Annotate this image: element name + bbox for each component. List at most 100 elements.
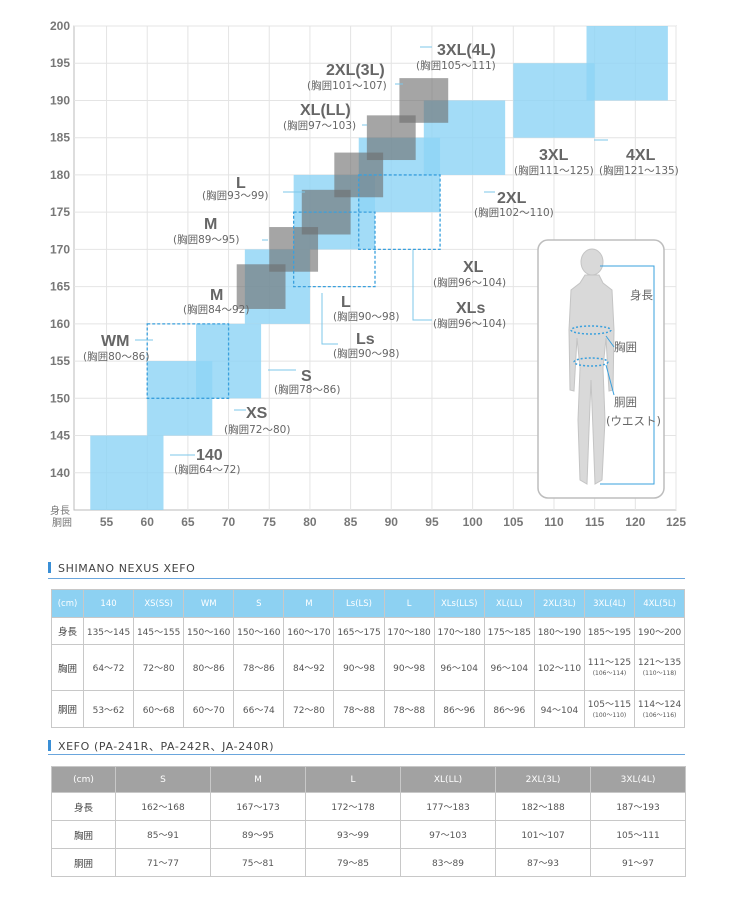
table2-cell: 167〜173	[210, 792, 306, 821]
y-tick-label: 170	[50, 242, 70, 256]
figure-chest-label: 胸囲	[614, 340, 637, 354]
table1-cell: 72〜80	[283, 690, 335, 728]
size-label: S	[301, 368, 312, 385]
chest-label: (胸囲90〜98)	[333, 347, 399, 360]
table2-cell: 79〜85	[305, 848, 401, 877]
table1-cell: 105〜115 (100〜110)	[583, 690, 636, 728]
body-figure-legend	[537, 239, 665, 499]
chest-label: (胸囲93〜99)	[202, 189, 268, 202]
table2-header-4: XL(LL)	[400, 766, 496, 793]
table2-cell: 71〜77	[115, 848, 211, 877]
chest-label: (胸囲102〜110)	[474, 206, 554, 219]
table1-cell: 60〜70	[183, 690, 235, 728]
x-tick-label: 65	[181, 515, 195, 529]
chest-label: (胸囲105〜111)	[416, 59, 496, 72]
table1-row-label: 胴囲	[51, 690, 84, 728]
table1-cell: 145〜155	[133, 617, 185, 645]
table1-header-10: 2XL(3L)	[533, 589, 585, 618]
chest-leader	[605, 335, 615, 348]
cell-note: (110〜118)	[642, 670, 677, 677]
table1-title: SHIMANO NEXUS XEFO	[58, 562, 196, 575]
table1-header-0: (cm)	[51, 589, 84, 618]
table1-header-6: Ls(LS)	[333, 589, 385, 618]
size-box-4XL	[586, 26, 668, 101]
size-label: 3XL	[539, 147, 569, 164]
chest-label: (胸囲84〜92)	[183, 303, 249, 316]
heading-accent-bar	[48, 740, 51, 751]
y-tick-label: 165	[50, 280, 70, 294]
table2-cell: 91〜97	[590, 848, 686, 877]
y-tick-label: 185	[50, 131, 70, 145]
table2-cell: 187〜193	[590, 792, 686, 821]
table1-cell: 114〜124 (106〜116)	[634, 690, 686, 728]
table1-header-4: S	[233, 589, 285, 618]
size-label: XLs	[456, 300, 485, 317]
chest-label: (胸囲90〜98)	[333, 310, 399, 323]
table2-cell: 87〜93	[495, 848, 591, 877]
table1-cell: 160〜170	[283, 617, 335, 645]
x-tick-label: 105	[503, 515, 523, 529]
y-tick-label: 180	[50, 168, 70, 182]
table1-cell: 165〜175	[333, 617, 385, 645]
chest-measure-line	[570, 325, 612, 335]
table1-cell: 150〜160	[233, 617, 285, 645]
table1-cell: 111〜125 (106〜114)	[583, 644, 636, 691]
table1-header-11: 3XL(4L)	[583, 589, 636, 618]
table2-header-3: L	[305, 766, 401, 793]
size-label: 4XL	[626, 147, 656, 164]
table2-title: XEFO (PA-241R、PA-242R、JA-240R)	[58, 740, 275, 753]
y-tick-label: 160	[50, 317, 70, 331]
x-axis-label: 胴囲	[52, 517, 72, 529]
chest-label: (胸囲111〜125)	[514, 164, 594, 177]
cell-note: (100〜110)	[592, 711, 627, 719]
table2-row-label: 胸囲	[51, 820, 116, 849]
table2-cell: 85〜91	[115, 820, 211, 849]
size-box-140	[90, 435, 164, 510]
table2-header-1: S	[115, 766, 211, 793]
table2-header-2: M	[210, 766, 306, 793]
table2-header-0: (cm)	[51, 766, 116, 793]
table2-cell: 162〜168	[115, 792, 211, 821]
table2-header-5: 2XL(3L)	[495, 766, 591, 793]
x-tick-label: 125	[666, 515, 686, 529]
dashed-box-XLs	[358, 174, 441, 251]
x-tick-label: 115	[585, 515, 605, 529]
table1-header-3: WM	[183, 589, 235, 618]
x-tick-label: 75	[263, 515, 277, 529]
size-box-3XL	[513, 63, 595, 138]
table1-cell: 78〜88	[383, 690, 435, 728]
table2-cell: 182〜188	[495, 792, 591, 821]
table1-cell: 53〜62	[82, 690, 135, 728]
table1-cell: 170〜180	[383, 617, 435, 645]
table1-cell: 78〜88	[333, 690, 385, 728]
table1-row: 胴囲 53〜62 60〜68 60〜70 66〜74 72〜80 78〜88 78〜88 86〜…	[51, 690, 686, 728]
y-tick-label: 155	[50, 354, 70, 368]
x-tick-label: 80	[303, 515, 317, 529]
y-axis-label: 身長	[50, 504, 70, 517]
size-label: XL(LL)	[300, 102, 351, 119]
table2-row-label: 身長	[51, 792, 116, 821]
table1-header-5: M	[283, 589, 335, 618]
table2-row: 胴囲 71〜77 75〜81 79〜85 83〜89 87〜93 91〜97	[51, 848, 686, 877]
heading-accent-bar	[48, 562, 51, 573]
dashed-box-WM	[146, 323, 230, 399]
cell-note: (106〜116)	[642, 711, 677, 719]
table1-row-label: 身長	[51, 617, 84, 645]
table2-cell: 172〜178	[305, 792, 401, 821]
y-tick-label: 150	[50, 391, 70, 405]
xefo-box-3XL(4L)	[399, 78, 449, 123]
chest-label: (胸囲78〜86)	[274, 383, 340, 396]
table1-cell: 86〜96	[433, 690, 485, 728]
table1-header-2: XS(SS)	[133, 589, 185, 618]
size-label: XL	[463, 259, 484, 276]
table1-header-7: L	[383, 589, 435, 618]
chest-label: (胸囲72〜80)	[224, 423, 290, 436]
table1-cell: 86〜96	[483, 690, 535, 728]
table1-header-8: XLs(LLS)	[433, 589, 485, 618]
y-tick-label: 140	[50, 466, 70, 480]
table1-header-9: XL(LL)	[483, 589, 535, 618]
chest-label: (胸囲121〜135)	[599, 164, 679, 177]
table1-cell: 78〜86	[233, 644, 285, 691]
table1-row: 身長 135〜145 145〜155 150〜160 150〜160 160〜170 165…	[51, 617, 686, 645]
cell-note: (106〜114)	[592, 670, 627, 677]
